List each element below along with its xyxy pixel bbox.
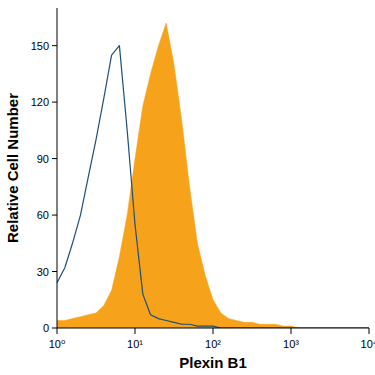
x-tick <box>291 328 292 334</box>
x-axis-label: Plexin B1 <box>179 354 247 371</box>
y-tick-label: 0 <box>43 322 49 334</box>
y-tick <box>52 271 57 272</box>
y-tick <box>52 102 57 103</box>
y-tick <box>52 45 57 46</box>
x-tick-label: 10⁰ <box>49 338 66 350</box>
plot-area <box>57 23 369 328</box>
y-tick <box>52 158 57 159</box>
y-tick-label: 150 <box>31 40 49 52</box>
x-tick-label: 10¹ <box>127 338 143 350</box>
y-tick-label: 60 <box>37 209 49 221</box>
y-axis <box>57 8 58 328</box>
y-tick <box>52 215 57 216</box>
histogram-line <box>57 46 369 328</box>
x-tick <box>213 328 214 334</box>
y-tick <box>52 328 57 329</box>
y-tick-label: 120 <box>31 96 49 108</box>
x-tick <box>57 328 58 334</box>
x-tick <box>369 328 370 334</box>
x-tick <box>135 328 136 334</box>
x-tick-label: 10³ <box>283 338 299 350</box>
y-tick-label: 90 <box>37 153 49 165</box>
y-axis-label: Relative Cell Number <box>4 93 21 243</box>
histogram-area <box>57 23 369 328</box>
x-tick-label: 10² <box>205 338 221 350</box>
chart: 0 30 60 90 120 150 10⁰ 10¹ 10² 10³ 10⁴ Plexin B1 Rel… <box>0 0 375 375</box>
y-tick-label: 30 <box>37 266 49 278</box>
x-tick-label: 10⁴ <box>361 338 375 350</box>
